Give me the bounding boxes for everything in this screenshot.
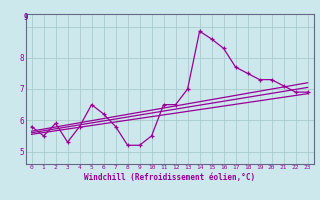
X-axis label: Windchill (Refroidissement éolien,°C): Windchill (Refroidissement éolien,°C) — [84, 173, 255, 182]
Text: 9: 9 — [23, 13, 28, 22]
